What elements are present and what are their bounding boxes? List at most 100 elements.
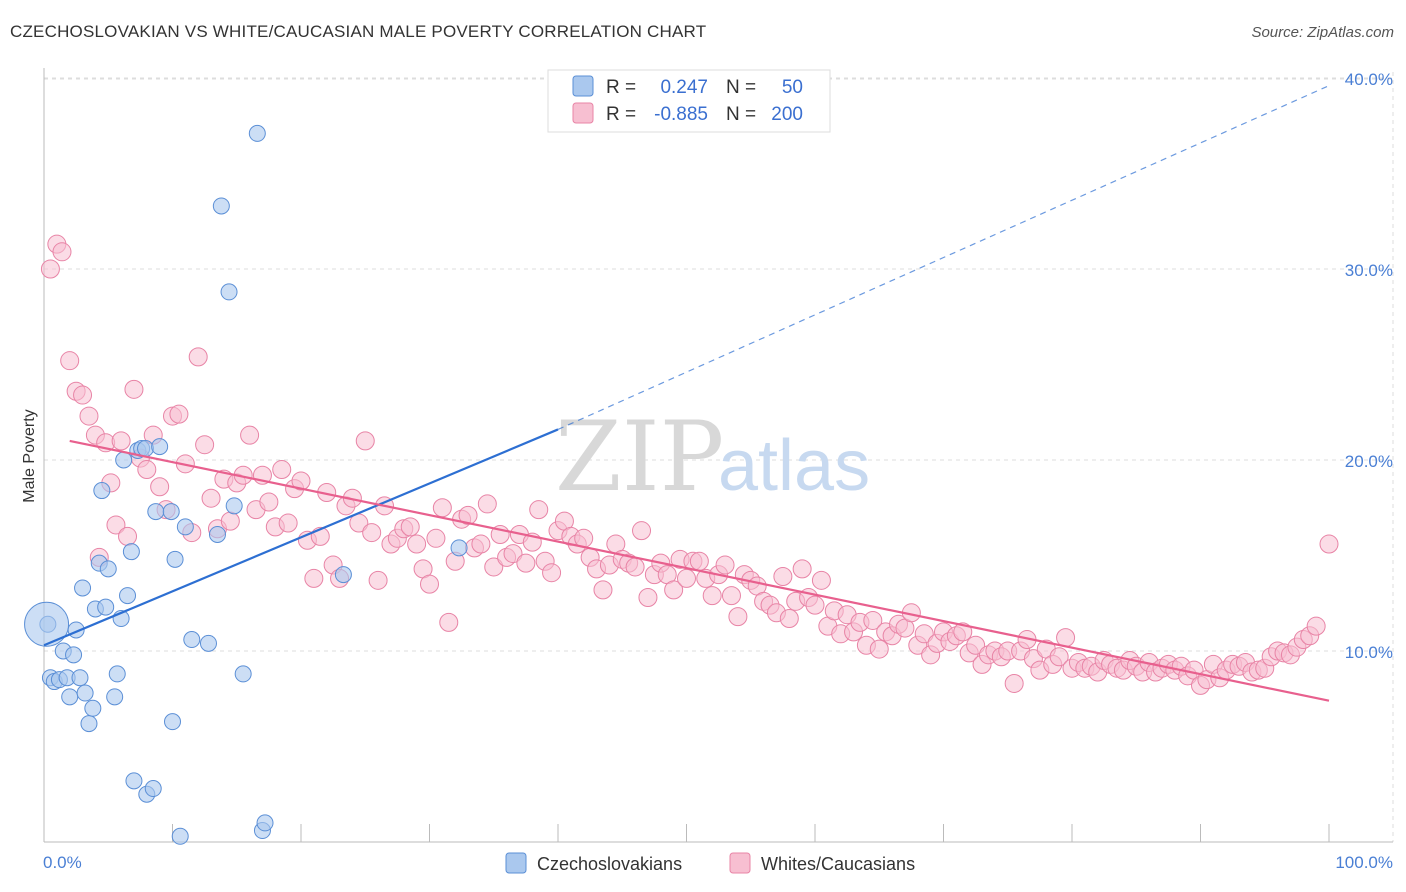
data-point-czechoslovakians [183,631,201,649]
data-point-whites-caucasians [779,609,799,629]
source-label: Source: ZipAtlas.com [1251,24,1394,41]
data-point-whites-caucasians [420,574,439,594]
x-tick-label-max: 100.0% [1335,853,1393,872]
data-point-czechoslovakians [93,482,111,500]
data-point-czechoslovakians [199,634,217,652]
data-point-czechoslovakians [151,438,169,456]
legend-n-value-2: 200 [771,104,803,125]
data-point-whites-caucasians [439,612,459,632]
data-point-whites-caucasians [79,406,99,426]
data-point-whites-caucasians [811,570,831,590]
trend-line-czechoslovakians-extension [557,85,1330,430]
data-point-czechoslovakians [97,598,115,616]
data-point-czechoslovakians [256,814,274,832]
data-point-czechoslovakians [84,699,102,717]
data-point-whites-caucasians [863,610,883,630]
data-point-whites-caucasians [426,528,446,548]
data-point-whites-caucasians [195,435,215,455]
legend-box: R = 0.247 N = 50 R = -0.885 N = 200 [547,69,831,133]
data-point-whites-caucasians [792,559,812,579]
data-point-czechoslovakians [65,646,83,664]
axes [43,68,1393,843]
data-point-whites-caucasians [118,526,138,546]
legend-n-value-1: 50 [782,77,803,98]
data-point-whites-caucasians [638,588,658,608]
y-tick-label: 20.0% [1345,452,1393,471]
data-point-whites-caucasians [220,511,240,531]
data-point-czechoslovakians [176,518,194,536]
data-point-czechoslovakians [248,124,266,142]
data-point-czechoslovakians [212,197,230,215]
data-point-czechoslovakians [220,283,238,301]
data-point-whites-caucasians [432,498,452,518]
data-point-czechoslovakians [80,715,98,733]
data-point-czechoslovakians [334,566,352,584]
y-tick-labels: 10.0% 20.0% 30.0% 40.0% [1345,70,1393,662]
data-point-czechoslovakians [99,560,117,578]
trend-line-whites-caucasians [69,439,1330,702]
watermark-atlas: atlas [718,426,870,506]
data-point-whites-caucasians [40,259,60,279]
data-point-whites-caucasians [400,517,420,537]
data-point-whites-caucasians [201,488,221,508]
data-point-czechoslovakians [61,688,79,706]
data-point-whites-caucasians [805,595,825,615]
data-point-whites-caucasians [137,460,157,480]
data-point-czechoslovakians [71,669,89,687]
data-point-whites-caucasians [715,555,735,575]
data-point-whites-caucasians [471,534,491,554]
series-whites-caucasians [40,234,1339,695]
data-point-czechoslovakians [137,440,155,458]
legend-r-label-2: R = [606,104,636,125]
data-point-czechoslovakians [147,503,165,521]
data-point-whites-caucasians [914,624,934,644]
data-point-czechoslovakians [74,579,92,597]
legend-swatch-pink [572,102,594,124]
data-point-czechoslovakians [164,713,181,731]
data-point-whites-caucasians [368,570,388,590]
data-point-whites-caucasians [124,379,144,399]
series-czechoslovakians [24,124,468,845]
data-point-whites-caucasians [278,513,298,533]
legend-r-label-1: R = [606,77,636,98]
bottom-legend-whites-caucasians: Whites/Caucasians [761,854,915,874]
data-point-czechoslovakians [208,525,226,543]
data-point-whites-caucasians [593,580,613,600]
data-point-whites-caucasians [272,460,292,480]
bottom-legend-swatch-blue [505,852,527,874]
data-point-whites-caucasians [484,557,504,577]
data-point-whites-caucasians [689,551,709,571]
data-point-whites-caucasians [407,534,427,554]
data-point-czechoslovakians [166,550,184,568]
data-point-czechoslovakians [108,665,126,683]
bottom-legend-czechoslovakians: Czechoslovakians [537,854,682,874]
data-point-czechoslovakians [125,772,143,790]
data-point-whites-caucasians [304,568,324,588]
data-point-whites-caucasians [542,563,562,583]
data-point-whites-caucasians [953,622,973,642]
data-point-czechoslovakians [122,543,140,561]
data-point-czechoslovakians [119,587,137,605]
legend-n-label-2: N = [726,104,756,125]
data-point-whites-caucasians [1306,616,1326,636]
data-point-whites-caucasians [240,425,260,445]
data-point-czechoslovakians [450,539,468,557]
data-point-czechoslovakians [162,503,180,521]
data-point-whites-caucasians [188,347,208,367]
data-point-whites-caucasians [477,494,497,514]
data-point-czechoslovakians [76,684,94,702]
data-point-whites-caucasians [625,557,645,577]
trend-line-czechoslovakians [43,428,559,647]
data-point-whites-caucasians [362,523,382,543]
data-point-whites-caucasians [150,477,170,497]
data-point-whites-caucasians [529,500,549,520]
chart-title: CZECHOSLOVAKIAN VS WHITE/CAUCASIAN MALE … [10,22,707,41]
data-point-czechoslovakians [225,497,243,515]
data-point-whites-caucasians [1049,647,1069,667]
legend-n-label-1: N = [726,77,756,98]
data-point-czechoslovakians [106,688,124,706]
data-point-whites-caucasians [1004,673,1024,693]
data-point-whites-caucasians [111,431,131,451]
data-point-whites-caucasians [632,521,652,541]
y-tick-label: 30.0% [1345,261,1393,280]
